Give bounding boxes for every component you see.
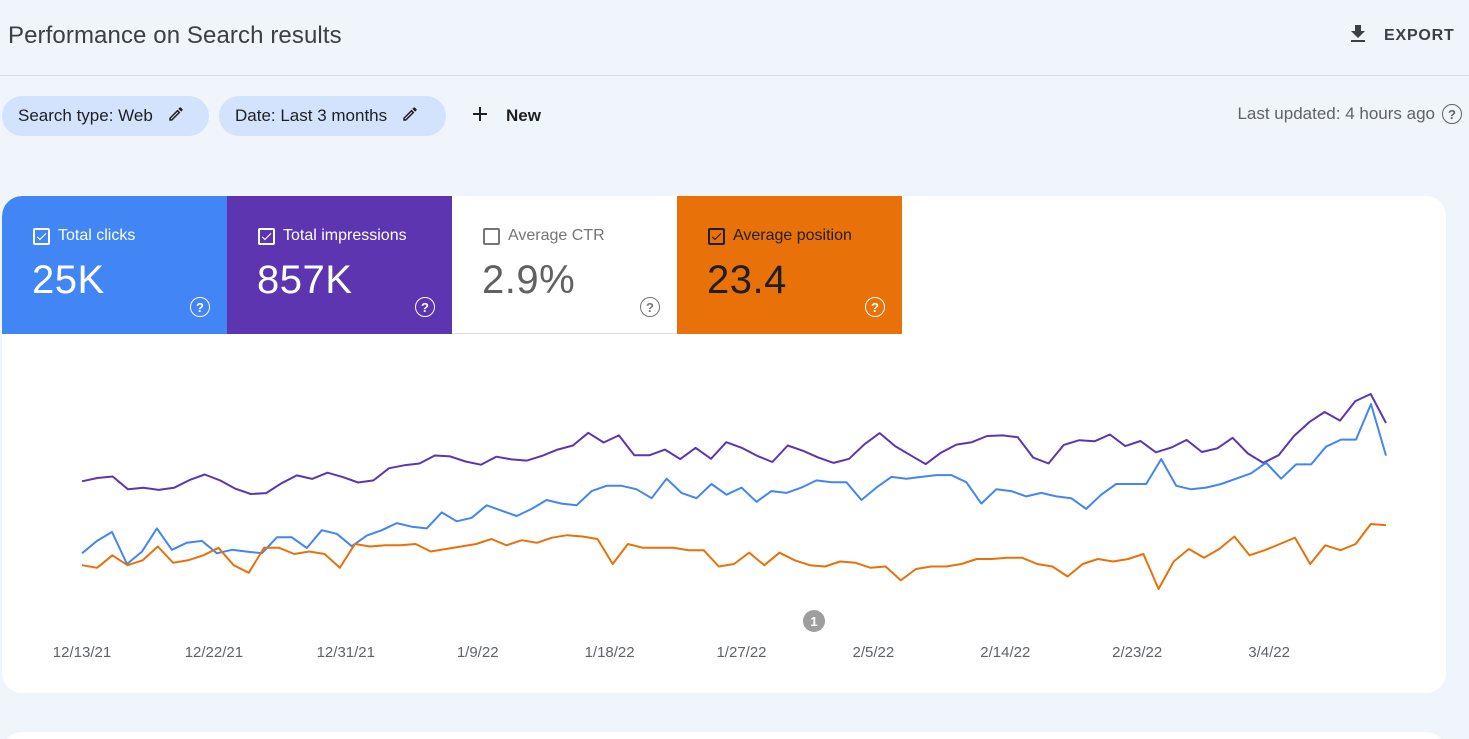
annotation-marker-label: 1 (810, 614, 817, 629)
metric-label: Total clicks (58, 227, 136, 244)
edit-pencil-icon (387, 105, 419, 128)
help-icon[interactable]: ? (415, 297, 435, 317)
checkbox-checked-icon[interactable] (33, 227, 50, 245)
last-updated-status: Last updated: 4 hours ago ? (1237, 104, 1462, 124)
last-updated-text: Last updated: 4 hours ago (1237, 104, 1435, 123)
export-button[interactable]: EXPORT (1346, 20, 1462, 52)
performance-chart-card: Total clicks 25K ? Total impressions 857… (2, 196, 1446, 693)
new-filter-label: New (506, 106, 541, 125)
checkbox-checked-icon[interactable] (708, 227, 725, 245)
metric-label: Total impressions (283, 227, 407, 244)
help-icon[interactable]: ? (1442, 104, 1462, 124)
edit-pencil-icon (153, 105, 185, 128)
series-line-total-clicks (81, 403, 1387, 565)
help-icon[interactable]: ? (190, 297, 210, 317)
series-line-total-impressions (81, 393, 1387, 495)
metric-total-impressions[interactable]: Total impressions 857K ? (227, 196, 452, 334)
metric-value: 2.9% (482, 258, 576, 302)
checkbox-unchecked-icon[interactable] (483, 227, 500, 245)
date-filter-label: Date: Last 3 months (235, 106, 388, 125)
checkbox-checked-icon[interactable] (258, 227, 275, 245)
export-label: EXPORT (1384, 27, 1455, 44)
help-icon[interactable]: ? (865, 297, 885, 317)
series-line-average-position (81, 523, 1387, 590)
plus-icon (468, 102, 492, 131)
annotation-marker[interactable]: 1 (803, 610, 825, 632)
metric-total-clicks[interactable]: Total clicks 25K ? (2, 196, 227, 334)
x-tick-label: 1/9/22 (457, 644, 499, 661)
x-tick-label: 12/31/21 (317, 644, 375, 661)
x-tick-label: 2/5/22 (853, 644, 895, 661)
help-icon[interactable]: ? (640, 297, 660, 317)
metric-average-ctr[interactable]: Average CTR 2.9% ? (452, 196, 677, 334)
x-tick-label: 2/23/22 (1112, 644, 1162, 661)
search-type-filter-chip[interactable]: Search type: Web (2, 96, 209, 136)
performance-line-chart: 1 12/13/21 12/22/21 12/31/21 1/9/22 1/18/22 1… (53, 393, 1387, 661)
new-filter-button[interactable]: New (468, 96, 541, 136)
search-type-label: Search type: Web (18, 106, 153, 125)
x-tick-label: 2/14/22 (980, 644, 1030, 661)
x-tick-label: 1/18/22 (585, 644, 635, 661)
metric-label: Average position (733, 227, 852, 244)
x-tick-label: 1/27/22 (716, 644, 766, 661)
metric-value: 857K (257, 258, 353, 302)
x-tick-label: 12/13/21 (53, 644, 111, 661)
page-header: Performance on Search results EXPORT (0, 0, 1469, 76)
filter-bar: Search type: Web Date: Last 3 months New… (0, 96, 1469, 136)
metric-value: 23.4 (707, 258, 787, 302)
metric-tabs: Total clicks 25K ? Total impressions 857… (2, 196, 902, 334)
x-tick-label: 12/22/21 (185, 644, 243, 661)
metric-value: 25K (32, 258, 105, 302)
metric-label: Average CTR (508, 227, 605, 244)
page-title: Performance on Search results (8, 22, 342, 49)
next-card (2, 732, 1446, 739)
x-tick-label: 3/4/22 (1248, 644, 1290, 661)
date-filter-chip[interactable]: Date: Last 3 months (219, 96, 446, 136)
metric-average-position[interactable]: Average position 23.4 ? (677, 196, 902, 334)
download-icon (1346, 22, 1370, 51)
